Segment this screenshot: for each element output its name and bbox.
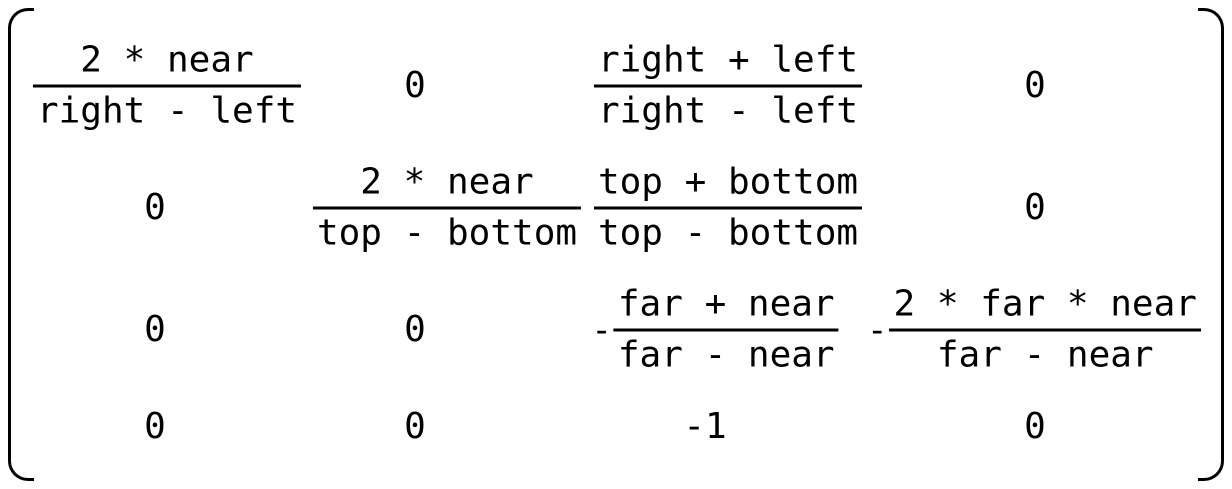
matrix-cell-r3-c2: 0	[404, 309, 426, 350]
fraction-denominator: top - bottom	[316, 212, 578, 254]
minus-sign: -	[591, 310, 612, 350]
fraction-numerator: 2 * near	[360, 161, 534, 203]
fraction: top + bottom top - bottom	[593, 161, 863, 256]
fraction-denominator: right - left	[597, 90, 859, 132]
fraction-numerator: right + left	[597, 39, 859, 81]
fraction: right + left right - left	[593, 39, 863, 134]
fraction-denominator: right - left	[36, 90, 298, 132]
matrix-cell-r2-c3: top + bottom top - bottom	[593, 161, 863, 256]
matrix-cell-r2-c2: 2 * near top - bottom	[312, 161, 582, 256]
matrix-cell-r3-c1: 0	[144, 309, 166, 350]
fraction: 2 * near top - bottom	[312, 161, 582, 256]
matrix-cell-r3-c4: - 2 * far * near far - near	[867, 283, 1201, 378]
fraction-numerator: 2 * far * near	[893, 283, 1197, 325]
fraction-numerator: far + near	[617, 283, 835, 325]
matrix-cell-r3-c3: - far + near far - near	[591, 283, 839, 378]
matrix-cell-r4-c1: 0	[144, 406, 166, 447]
fraction-numerator: 2 * near	[80, 39, 254, 81]
matrix-cell-r4-c3: -1	[683, 406, 727, 447]
minus-sign: -	[867, 310, 888, 350]
matrix-right-bracket	[1198, 8, 1224, 481]
fraction-denominator: far - near	[617, 334, 835, 376]
matrix-cell-r4-c2: 0	[404, 406, 426, 447]
fraction: far + near far - near	[613, 283, 839, 378]
matrix-left-bracket	[8, 8, 34, 481]
fraction: 2 * far * near far - near	[889, 283, 1201, 378]
fraction-bar	[889, 328, 1201, 332]
fraction: 2 * near right - left	[32, 39, 302, 134]
matrix-cell-r1-c4: 0	[1024, 65, 1046, 106]
matrix-cell-r2-c4: 0	[1024, 187, 1046, 228]
fraction-bar	[593, 84, 863, 88]
fraction-bar	[593, 206, 863, 210]
matrix-cell-r1-c2: 0	[404, 65, 426, 106]
fraction-bar	[312, 206, 582, 210]
matrix-cell-r1-c3: right + left right - left	[593, 39, 863, 134]
matrix-cell-r1-c1: 2 * near right - left	[32, 39, 302, 134]
fraction-denominator: top - bottom	[597, 212, 859, 254]
fraction-denominator: far - near	[936, 334, 1154, 376]
matrix-cell-r2-c1: 0	[144, 187, 166, 228]
fraction-bar	[32, 84, 302, 88]
matrix-cell-r4-c4: 0	[1024, 406, 1046, 447]
fraction-bar	[613, 328, 839, 332]
fraction-numerator: top + bottom	[597, 161, 859, 203]
